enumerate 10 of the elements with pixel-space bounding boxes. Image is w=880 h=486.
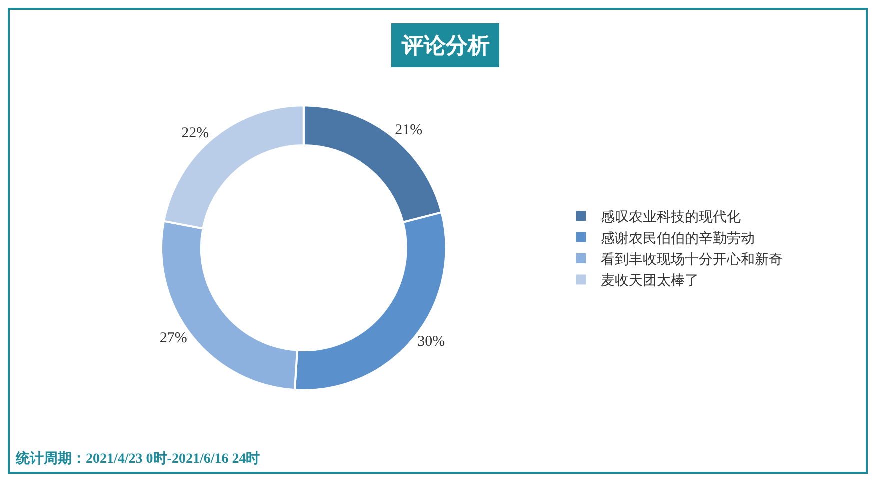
data-label: 30% [418, 334, 446, 350]
legend-label: 感谢农民伯伯的辛勤劳动 [601, 230, 756, 247]
legend-label: 麦收天团太棒了 [601, 273, 700, 290]
chart-title: 评论分析 [401, 33, 490, 58]
data-label: 27% [160, 330, 188, 346]
data-label: 22% [182, 126, 210, 142]
data-label: 21% [395, 122, 423, 138]
text: 统计周期：2021/4/23 0时-2021/6/16 24时 [15, 450, 260, 467]
legend-label: 感叹农业科技的现代化 [601, 210, 742, 226]
legend-label: 看到丰收现场十分开心和新奇 [601, 252, 784, 268]
